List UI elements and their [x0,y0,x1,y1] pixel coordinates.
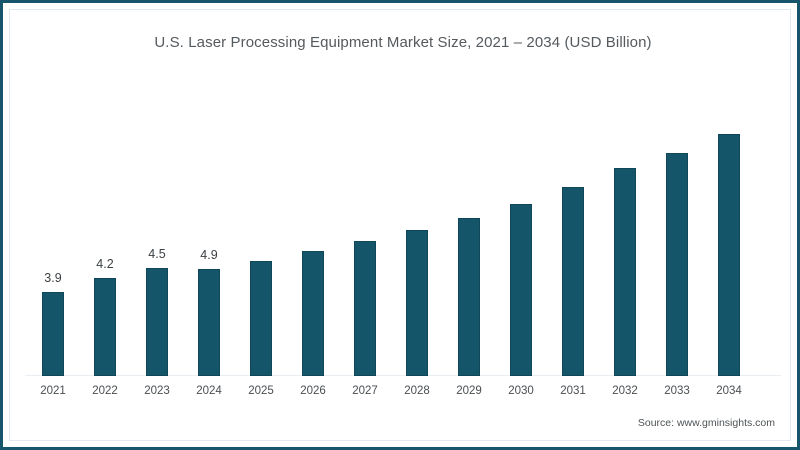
source-attribution: Source: www.gminsights.com [637,417,775,429]
bar-group: 2032 [599,168,651,397]
bar-2024[interactable] [198,269,220,376]
bar-2030[interactable] [510,204,532,376]
bar-group: 2033 [651,153,703,397]
bar-2034[interactable] [718,134,740,376]
bar-value-label-2024: 4.9 [200,248,218,262]
bar-2022[interactable] [94,278,116,376]
bar-2033[interactable] [666,153,688,376]
x-axis-tick-2033: 2033 [664,385,690,397]
x-axis-tick-2022: 2022 [92,385,118,397]
x-axis-tick-2034: 2034 [716,385,742,397]
bar-2029[interactable] [458,218,480,376]
bar-2032[interactable] [614,168,636,376]
chart-title: U.S. Laser Processing Equipment Market S… [154,34,652,51]
x-axis-tick-2023: 2023 [144,385,170,397]
x-axis-tick-2029: 2029 [456,385,482,397]
bar-value-label-2021: 3.9 [44,271,62,285]
x-axis-tick-2024: 2024 [196,385,222,397]
bar-group: 4.2 2022 [79,257,131,397]
bar-group: 2027 [339,241,391,397]
bar-group: 2029 [443,218,495,397]
bar-group: 4.5 2023 [131,247,183,397]
x-axis-tick-2030: 2030 [508,385,534,397]
x-axis-tick-2026: 2026 [300,385,326,397]
bar-group: 2028 [391,230,443,397]
bar-2027[interactable] [354,241,376,376]
bar-group: 4.9 2024 [183,248,235,397]
bar-2021[interactable] [42,292,64,376]
bar-2023[interactable] [146,268,168,376]
bar-2025[interactable] [250,261,272,376]
bar-group: 2031 [547,187,599,397]
bar-group: 3.9 2021 [27,271,79,397]
bar-value-label-2022: 4.2 [96,257,114,271]
x-axis-tick-2032: 2032 [612,385,638,397]
bar-chart-plot-area: 3.9 2021 4.2 2022 4.5 2023 4.9 2024 2025 2026 2027… [3,3,797,447]
bar-group: 2034 [703,134,755,397]
x-axis-tick-2028: 2028 [404,385,430,397]
bar-2028[interactable] [406,230,428,376]
bar-group: 2026 [287,251,339,397]
bar-2031[interactable] [562,187,584,376]
bar-group: 2030 [495,204,547,397]
axis-baseline [25,375,781,376]
x-axis-tick-2021: 2021 [40,385,66,397]
x-axis-tick-2027: 2027 [352,385,378,397]
x-axis-tick-2031: 2031 [560,385,586,397]
x-axis-tick-2025: 2025 [248,385,274,397]
bar-2026[interactable] [302,251,324,376]
bar-value-label-2023: 4.5 [148,247,166,261]
bar-group: 2025 [235,261,287,397]
